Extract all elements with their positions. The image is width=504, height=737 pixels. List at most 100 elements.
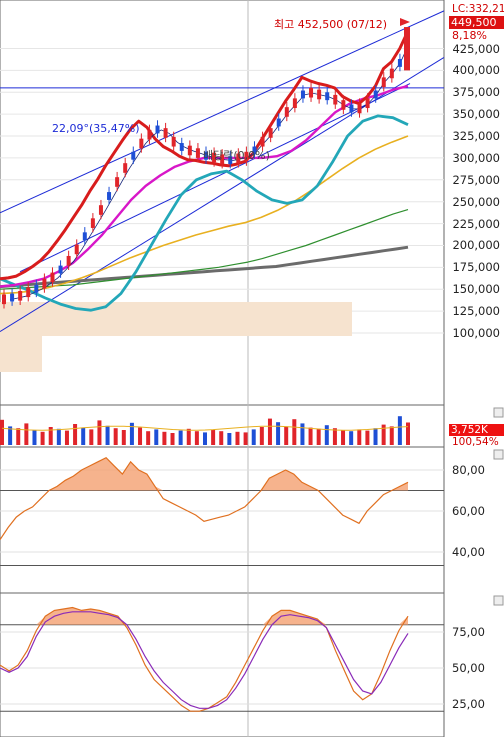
osc2-tick-label: 25,00 bbox=[452, 697, 485, 711]
volume-badge: 3,752K bbox=[449, 424, 504, 436]
volume-bar bbox=[48, 427, 53, 445]
candle-body bbox=[2, 294, 6, 305]
panel-control-0 bbox=[493, 407, 504, 418]
volume-bar bbox=[81, 427, 86, 445]
volume-bar bbox=[349, 431, 354, 445]
price-tick-label: 225,000 bbox=[452, 216, 500, 231]
volume-bar bbox=[251, 429, 256, 445]
candle-body bbox=[260, 136, 265, 147]
candle-body bbox=[179, 143, 184, 151]
volume-bar bbox=[243, 432, 248, 445]
candle-body bbox=[268, 128, 273, 138]
volume-bar bbox=[219, 431, 224, 445]
candle-body bbox=[163, 128, 168, 138]
dividend-annotation: 배당락(0,0%) bbox=[203, 149, 270, 162]
osc2-tick-label: 75,00 bbox=[452, 625, 485, 639]
volume-bar bbox=[138, 427, 143, 445]
panel-control-1 bbox=[493, 449, 504, 460]
volume-bar bbox=[73, 424, 78, 445]
high-marker bbox=[400, 18, 410, 26]
candle-body bbox=[309, 87, 314, 98]
volume-bar bbox=[267, 418, 272, 445]
candle-body bbox=[252, 146, 257, 155]
candle-body bbox=[244, 151, 249, 162]
candle-body bbox=[98, 205, 103, 215]
volume-bar bbox=[56, 428, 61, 445]
volume-bar bbox=[170, 433, 175, 445]
candle-body bbox=[171, 136, 176, 147]
price-tick-label: 100,000 bbox=[452, 326, 500, 340]
price-tick-label: 350,000 bbox=[452, 107, 500, 122]
candle-body bbox=[220, 154, 225, 165]
price-tick-label: 200,000 bbox=[452, 238, 500, 253]
price-axis[interactable]: 425,000 400,000 375,000 350,000 325,000 300,0… bbox=[448, 0, 504, 404]
candle-body bbox=[74, 244, 79, 255]
price-tick-label: 150,000 bbox=[452, 282, 500, 297]
candle-body bbox=[397, 59, 402, 67]
osc1-tick-label: 40,00 bbox=[452, 545, 485, 559]
volume-bar bbox=[186, 428, 191, 445]
osc2-overbought-fill bbox=[0, 607, 408, 625]
volume-bar bbox=[32, 430, 37, 445]
candle-body bbox=[139, 138, 144, 149]
osc2-k-line bbox=[0, 606, 409, 712]
panel-control-2 bbox=[493, 595, 504, 606]
volume-bar bbox=[341, 430, 346, 445]
volume-bar bbox=[227, 433, 232, 445]
ma-green-line bbox=[0, 209, 409, 290]
volume-bar bbox=[389, 426, 394, 445]
candle-body bbox=[300, 90, 305, 99]
price-tick-label: 300,000 bbox=[452, 150, 500, 165]
candle-body bbox=[236, 153, 241, 164]
candle-body bbox=[18, 290, 23, 301]
volume-bar bbox=[406, 422, 410, 445]
shaded-zone bbox=[0, 336, 42, 372]
volume-bar bbox=[316, 428, 321, 445]
high-annotation: 최고 452,500 (07/12) bbox=[274, 18, 388, 31]
volume-bar bbox=[40, 431, 45, 445]
candle-body bbox=[276, 118, 281, 127]
channel-upper bbox=[0, 10, 445, 214]
angle-annotation: 22,09°(35,47%) bbox=[52, 122, 140, 135]
volume-bar bbox=[0, 419, 4, 445]
candle-body bbox=[26, 287, 31, 298]
volume-bar bbox=[324, 425, 329, 445]
candle-body bbox=[90, 218, 95, 228]
candle-body bbox=[292, 98, 297, 109]
volume-bar bbox=[64, 430, 69, 445]
candle-body bbox=[34, 284, 39, 293]
candle-body bbox=[333, 94, 338, 105]
price-panel bbox=[0, 0, 445, 406]
candle-body bbox=[123, 163, 128, 173]
volume-bar bbox=[113, 428, 118, 445]
candle-body bbox=[357, 103, 362, 114]
candle-body bbox=[317, 89, 322, 100]
volume-bar bbox=[146, 431, 151, 445]
volume-bar bbox=[178, 430, 183, 445]
candle-body bbox=[187, 145, 192, 156]
volume-bar bbox=[373, 428, 378, 445]
last-price-badge: 449,500 bbox=[449, 16, 504, 29]
volume-bar bbox=[203, 432, 207, 445]
candle-body bbox=[373, 90, 378, 99]
shaded-zone bbox=[0, 302, 352, 336]
ma-cyan-line bbox=[0, 114, 409, 312]
volume-bar bbox=[105, 425, 110, 445]
volume-bar bbox=[300, 423, 305, 445]
volume-bar bbox=[211, 430, 216, 445]
price-tick-label: 250,000 bbox=[452, 194, 500, 209]
change-pct-label: 8,18% bbox=[452, 29, 487, 42]
candle-body bbox=[50, 272, 55, 283]
candle-body bbox=[147, 129, 152, 140]
osc2-tick-label: 50,00 bbox=[452, 661, 485, 675]
candle-body bbox=[82, 232, 87, 241]
last-candle bbox=[404, 27, 410, 71]
volume-bar bbox=[292, 419, 297, 445]
price-tick-label: 425,000 bbox=[452, 41, 500, 56]
price-tick-label: 275,000 bbox=[452, 172, 500, 187]
price-tick-label: 175,000 bbox=[452, 260, 500, 275]
price-tick-label: 125,000 bbox=[452, 304, 500, 319]
volume-bar bbox=[129, 422, 134, 445]
